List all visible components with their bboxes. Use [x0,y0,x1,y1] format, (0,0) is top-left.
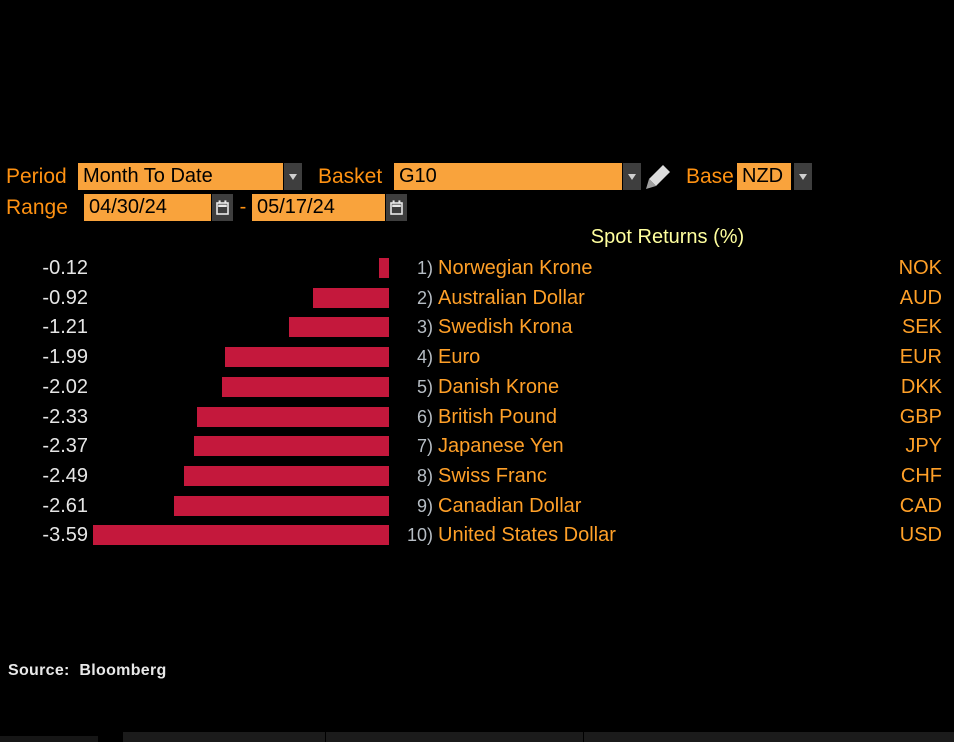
bar-value-label: -2.02 [42,375,88,398]
bar [313,287,389,308]
chart-row[interactable]: -2.61 9) Canadian Dollar CAD [0,491,954,521]
row-currency-code: SEK [901,316,942,339]
row-currency-name: Japanese Yen [438,435,564,458]
row-rank: 4) [416,347,433,368]
bar [184,465,389,486]
row-currency-name: Australian Dollar [438,286,585,309]
calendar-icon [216,200,229,215]
row-rank: 7) [416,436,433,457]
range-end-input[interactable]: 05/17/24 [252,194,385,221]
chart-row[interactable]: -1.99 4) Euro EUR [0,342,954,372]
row-currency-name: Swedish Krona [438,316,573,339]
chevron-down-icon [289,173,297,180]
row-rank: 2) [416,287,433,308]
range-label: Range [6,196,68,219]
bar [379,258,389,278]
bar-value-label: -1.99 [42,346,88,369]
chart-row[interactable]: -0.92 2) Australian Dollar AUD [0,283,954,313]
source-label: Source: Bloomberg [8,662,167,679]
pencil-icon [646,165,670,189]
chart-row[interactable]: -2.33 6) British Pound GBP [0,402,954,432]
row-currency-name: United States Dollar [438,524,616,547]
row-currency-code: AUD [899,286,942,309]
basket-label: Basket [318,165,383,188]
chart-title: Spot Returns (%) [590,226,745,248]
base-select[interactable]: NZD [737,163,791,190]
chart-row[interactable]: -1.21 3) Swedish Krona SEK [0,312,954,342]
row-rank: 9) [416,495,433,516]
row-currency-name: Swiss Franc [438,464,547,487]
row-rank: 10) [406,525,433,546]
bottom-strip-segment [326,732,583,742]
bar [225,347,389,368]
chart-row[interactable]: -2.02 5) Danish Krone DKK [0,372,954,402]
bar-value-label: -3.59 [42,524,88,547]
chevron-down-icon [628,173,636,180]
bar [194,436,389,457]
base-label: Base [686,165,734,188]
chevron-down-icon [799,173,807,180]
bar-value-label: -0.12 [42,257,88,279]
bar-value-label: -1.21 [42,316,88,339]
bar [222,376,389,397]
row-currency-code: EUR [899,346,942,369]
period-dropdown-button[interactable] [284,163,302,190]
row-rank: 1) [416,258,433,278]
bar [93,525,389,546]
bar [174,495,389,516]
edit-basket-button[interactable] [644,161,674,191]
bottom-strip-segment [584,732,954,742]
bottom-strip-segment [123,732,325,742]
row-currency-code: DKK [900,375,942,398]
chart-row[interactable]: -2.49 8) Swiss Franc CHF [0,461,954,491]
bottom-strip-segment [0,736,98,742]
row-currency-name: Danish Krone [438,375,560,398]
calendar-icon [390,200,403,215]
row-currency-name: Euro [438,346,481,369]
range-start-calendar-button[interactable] [212,194,233,221]
row-currency-code: CHF [900,464,942,487]
row-currency-code: CAD [899,494,942,517]
chart-row[interactable]: -3.59 10) United States Dollar USD [0,520,954,550]
row-currency-code: USD [899,524,942,547]
row-currency-name: Norwegian Krone [438,257,593,279]
bar-value-label: -2.49 [42,464,88,487]
range-start-input[interactable]: 04/30/24 [84,194,211,221]
row-rank: 3) [416,317,433,338]
basket-select[interactable]: G10 [394,163,622,190]
range-end-calendar-button[interactable] [386,194,407,221]
row-currency-code: NOK [898,257,942,279]
bar [289,317,389,338]
row-currency-name: British Pound [438,405,557,428]
chart-row[interactable]: -0.12 1) Norwegian Krone NOK [0,253,954,283]
bar-value-label: -2.37 [42,435,88,458]
bar-value-label: -2.61 [42,494,88,517]
row-rank: 5) [416,376,433,397]
range-separator: - [239,196,247,218]
row-rank: 6) [416,406,433,427]
row-currency-code: GBP [899,405,942,428]
row-currency-name: Canadian Dollar [438,494,582,517]
basket-dropdown-button[interactable] [623,163,641,190]
base-dropdown-button[interactable] [794,163,812,190]
period-label: Period [6,165,67,188]
bar [197,406,389,427]
bar-value-label: -2.33 [42,405,88,428]
row-rank: 8) [416,465,433,486]
bar-value-label: -0.92 [42,286,88,309]
period-select[interactable]: Month To Date [78,163,283,190]
chart-row[interactable]: -2.37 7) Japanese Yen JPY [0,431,954,461]
row-currency-code: JPY [905,435,942,458]
